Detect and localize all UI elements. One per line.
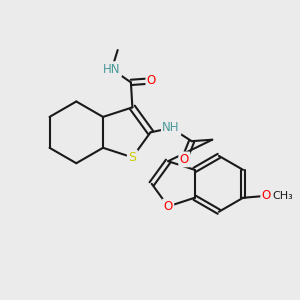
Text: S: S bbox=[128, 151, 136, 164]
Text: O: O bbox=[261, 189, 271, 202]
Text: O: O bbox=[147, 74, 156, 87]
Text: O: O bbox=[164, 200, 173, 213]
Text: O: O bbox=[180, 153, 189, 166]
Text: NH: NH bbox=[162, 122, 180, 134]
Text: HN: HN bbox=[103, 63, 121, 76]
Text: CH₃: CH₃ bbox=[272, 191, 292, 201]
